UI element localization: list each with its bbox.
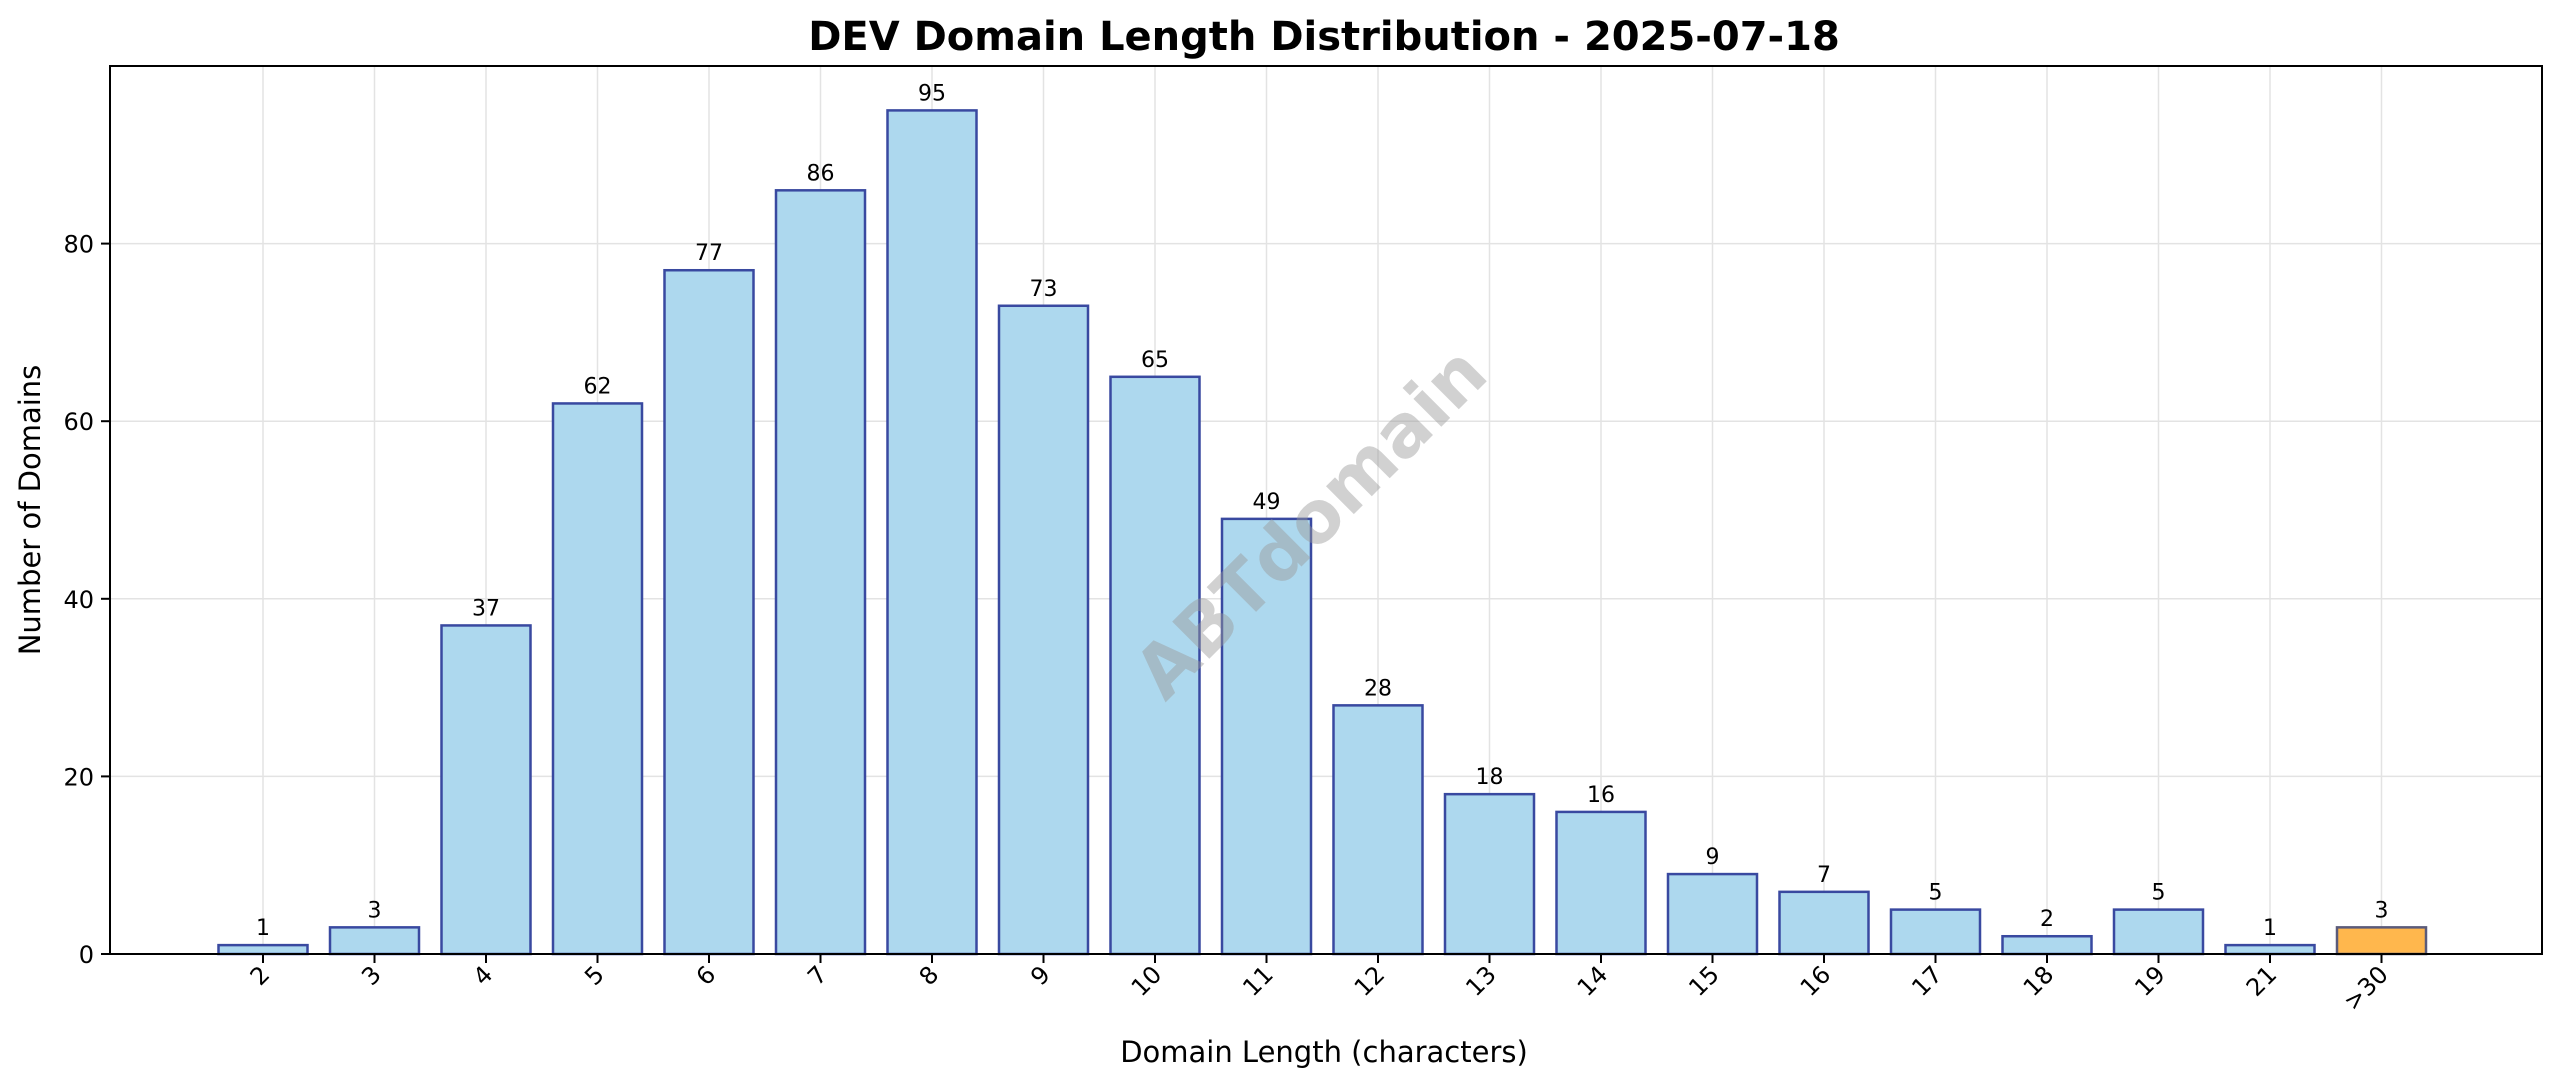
- x-tick-label: 17: [1906, 960, 1947, 1001]
- y-tick-label: 80: [63, 231, 94, 259]
- x-tick-label: 18: [2018, 960, 2059, 1001]
- data-label: 16: [1587, 783, 1615, 808]
- x-tick-label: 14: [1572, 960, 1613, 1001]
- bar: [1443, 792, 1536, 956]
- data-label: 5: [1929, 881, 1943, 906]
- x-tick-label: 21: [2241, 960, 2282, 1001]
- bar: [2112, 908, 2205, 956]
- x-tick-label: 13: [1460, 960, 1501, 1001]
- x-tick-label: 11: [1237, 960, 1278, 1001]
- plot-frame: [109, 65, 2543, 955]
- bars: 1 3 37 62 77 86 95 73 65 49 28 18 16 9 7 5 2 5 1 3: [217, 81, 2428, 956]
- bar: [1332, 704, 1424, 956]
- x-tick-label: 6: [691, 960, 722, 991]
- x-axis-label: Domain Length (characters): [1120, 1035, 1528, 1069]
- data-label: 77: [695, 241, 723, 266]
- data-label: 28: [1364, 676, 1392, 701]
- x-tick-label: 7: [802, 960, 833, 991]
- y-tick-label: 20: [63, 763, 94, 791]
- x-tick-label: 19: [2129, 960, 2170, 1001]
- x-tick-label: 8: [914, 960, 945, 991]
- bar: [1555, 810, 1647, 956]
- bar: [886, 109, 978, 956]
- y-tick-label: 0: [79, 941, 94, 969]
- data-label: 3: [368, 898, 382, 923]
- bar: [774, 189, 867, 956]
- y-tick-label: 60: [63, 408, 94, 436]
- chart-title: DEV Domain Length Distribution - 2025-07…: [808, 14, 1840, 60]
- data-label: 95: [918, 81, 946, 106]
- bar: [2335, 926, 2428, 956]
- bar: [1220, 517, 1313, 956]
- bar: [217, 943, 309, 956]
- x-tick-label: 3: [356, 960, 387, 991]
- data-label: 37: [472, 596, 500, 621]
- data-label: 9: [1706, 845, 1720, 870]
- x-tick-label: 9: [1025, 960, 1056, 991]
- data-label: 1: [256, 916, 270, 941]
- x-tick-label: 5: [579, 960, 610, 991]
- data-label: 5: [2152, 881, 2166, 906]
- x-tick-label: 4: [468, 960, 499, 991]
- y-tick-label: 40: [63, 586, 94, 614]
- x-tick-label: 2: [245, 960, 276, 991]
- bar: [1889, 908, 1982, 956]
- data-label: 73: [1030, 277, 1058, 302]
- data-label: 18: [1476, 765, 1504, 790]
- data-label: 2: [2040, 907, 2054, 932]
- x-axis: 2 3 4 5 6 7 8 9 10 11 12 13 14 15 16 17 18 19 21 >30: [245, 954, 2394, 1016]
- bar: [1109, 375, 1201, 956]
- data-label: 62: [584, 374, 612, 399]
- bar: [1778, 890, 1870, 956]
- bar: [1666, 872, 1759, 956]
- x-tick-label: 10: [1126, 960, 1167, 1001]
- bar: [2224, 943, 2316, 956]
- data-label: 49: [1253, 490, 1281, 515]
- y-axis: 0 20 40 60 80: [63, 231, 110, 969]
- bar: [440, 624, 532, 956]
- data-label: 65: [1141, 348, 1169, 373]
- data-label: 7: [1817, 863, 1831, 888]
- bar: [2001, 934, 2093, 956]
- data-label: 3: [2375, 898, 2389, 923]
- bar: [328, 926, 421, 956]
- bar: [997, 304, 1090, 956]
- y-axis-label: Number of Domains: [13, 365, 47, 656]
- bar: [551, 402, 644, 956]
- bar: [663, 268, 755, 956]
- x-tick-label: 15: [1683, 960, 1724, 1001]
- x-tick-label: >30: [2338, 960, 2394, 1016]
- data-label: 1: [2263, 916, 2277, 941]
- data-label: 86: [807, 161, 835, 186]
- x-tick-label: 16: [1795, 960, 1836, 1001]
- x-tick-label: 12: [1349, 960, 1390, 1001]
